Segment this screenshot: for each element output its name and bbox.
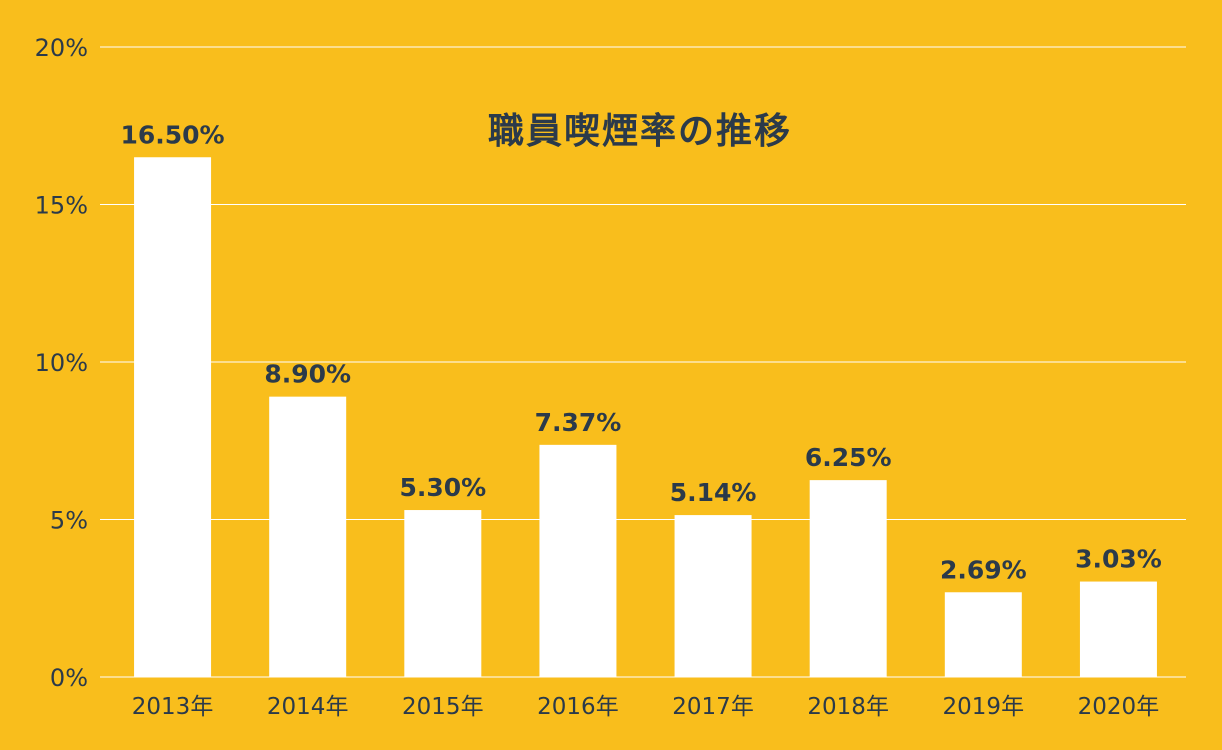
- y-axis: 0% 5% 10% 15% 20%: [35, 34, 88, 692]
- bar: [674, 515, 752, 677]
- bar: [944, 592, 1022, 677]
- x-axis: 2013年 2014年 2015年 2016年 2017年 2018年 2019年 2020年: [132, 694, 1159, 720]
- chart-title: 職員喫煙率の推移: [488, 111, 792, 152]
- data-label: 16.50%: [120, 120, 224, 149]
- bar: [809, 480, 887, 677]
- x-tick-label: 2017年: [672, 694, 754, 720]
- x-tick-label: 2013年: [132, 694, 214, 720]
- bar: [404, 510, 482, 677]
- y-tick-label: 10%: [35, 349, 88, 377]
- x-tick-label: 2020年: [1078, 694, 1160, 720]
- x-tick-label: 2015年: [402, 694, 484, 720]
- data-label: 2.69%: [940, 555, 1027, 584]
- data-labels: 16.50% 8.90% 5.30% 7.37% 5.14% 6.25% 2.69% 3.03…: [120, 120, 1161, 584]
- data-label: 6.25%: [805, 443, 892, 472]
- x-tick-label: 2016年: [537, 694, 619, 720]
- bar: [539, 444, 617, 677]
- bar: [269, 396, 347, 677]
- data-label: 5.14%: [670, 478, 757, 507]
- x-tick-label: 2014年: [267, 694, 349, 720]
- y-tick-label: 0%: [50, 664, 88, 692]
- bar: [1079, 581, 1157, 677]
- data-label: 3.03%: [1075, 545, 1162, 574]
- x-tick-label: 2018年: [807, 694, 889, 720]
- bar: [134, 157, 212, 677]
- data-label: 8.90%: [264, 360, 351, 389]
- bars: [134, 157, 1157, 677]
- x-tick-label: 2019年: [943, 694, 1025, 720]
- data-label: 5.30%: [399, 473, 486, 502]
- y-tick-label: 20%: [35, 34, 88, 62]
- y-tick-label: 5%: [50, 507, 88, 535]
- data-label: 7.37%: [535, 408, 622, 437]
- y-tick-label: 15%: [35, 192, 88, 220]
